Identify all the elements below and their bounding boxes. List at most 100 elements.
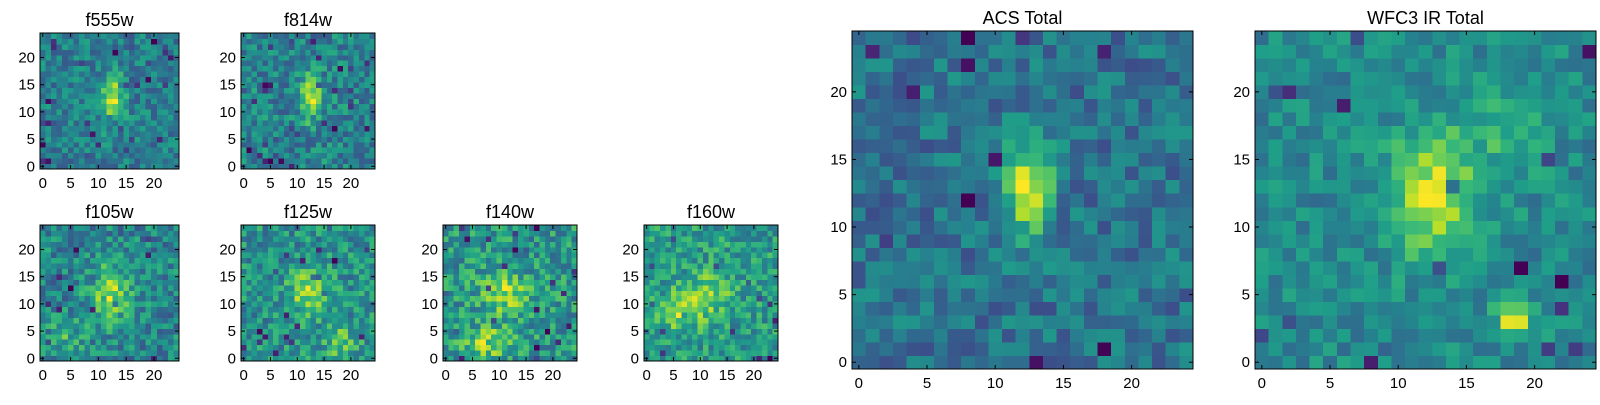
heatmap-cell	[934, 31, 948, 45]
heatmap-cell	[348, 66, 354, 72]
heatmap-cell	[273, 350, 279, 356]
heatmap-cell	[561, 241, 567, 247]
heatmap-cell	[459, 263, 465, 269]
heatmap-cell	[168, 225, 174, 231]
y-tick-label: 15	[622, 269, 639, 286]
heatmap-cell	[655, 317, 661, 323]
heatmap-cell	[79, 153, 85, 159]
heatmap-cell	[84, 252, 90, 258]
heatmap-cell	[1016, 193, 1030, 207]
heatmap-cell	[246, 317, 252, 323]
heatmap-cell	[692, 307, 698, 313]
heatmap-cell	[354, 263, 360, 269]
heatmap-cell	[311, 115, 317, 121]
heatmap-cell	[90, 323, 96, 329]
heatmap-cell	[529, 312, 535, 318]
heatmap-cell	[73, 115, 79, 121]
heatmap-cell	[879, 342, 893, 356]
heatmap-cell	[343, 236, 349, 242]
heatmap-cell	[57, 115, 63, 121]
heatmap-cell	[1405, 261, 1419, 275]
heatmap-cell	[257, 125, 263, 131]
heatmap-cell	[687, 269, 693, 275]
heatmap-cell	[1364, 166, 1378, 180]
heatmap-cell	[746, 328, 752, 334]
heatmap-cell	[988, 220, 1002, 234]
heatmap-cell	[649, 345, 655, 351]
heatmap-cell	[470, 334, 476, 340]
heatmap-cell	[337, 82, 343, 88]
heatmap-cell	[698, 285, 704, 291]
heatmap-cell	[51, 274, 57, 280]
heatmap-cell	[556, 307, 562, 313]
heatmap-cell	[475, 263, 481, 269]
heatmap-cell	[1350, 234, 1364, 248]
heatmap-cell	[714, 334, 720, 340]
heatmap-cell	[343, 274, 349, 280]
heatmap-cell	[1419, 328, 1433, 342]
heatmap-cell	[257, 269, 263, 275]
heatmap-cell	[364, 115, 370, 121]
heatmap-cell	[1084, 85, 1098, 99]
heatmap-cell	[655, 350, 661, 356]
heatmap-cell	[1432, 234, 1446, 248]
heatmap-cell	[140, 120, 146, 126]
heatmap-cell	[464, 263, 470, 269]
heatmap-cell	[1282, 288, 1296, 302]
heatmap-cell	[644, 241, 650, 247]
heatmap-cell	[79, 328, 85, 334]
heatmap-cell	[241, 38, 247, 44]
heatmap-cell	[316, 98, 322, 104]
heatmap-cell	[507, 230, 513, 236]
heatmap-cell	[348, 44, 354, 50]
heatmap-cell	[146, 252, 152, 258]
heatmap-cell	[289, 323, 295, 329]
heatmap-cell	[1432, 207, 1446, 221]
heatmap-cell	[1378, 207, 1392, 221]
heatmap-cell	[246, 136, 252, 142]
heatmap-cell	[273, 345, 279, 351]
heatmap-cell	[257, 93, 263, 99]
heatmap-cell	[1029, 166, 1043, 180]
heatmap-cell	[252, 125, 258, 131]
heatmap-cell	[988, 207, 1002, 221]
heatmap-cell	[481, 350, 487, 356]
heatmap-cell	[507, 252, 513, 258]
heatmap-cell	[257, 350, 263, 356]
heatmap-cell	[757, 350, 763, 356]
heatmap-cell	[486, 269, 492, 275]
heatmap-cell	[311, 241, 317, 247]
heatmap-cell	[730, 269, 736, 275]
heatmap-cell	[364, 82, 370, 88]
heatmap-cell	[107, 158, 113, 164]
heatmap-cell	[57, 252, 63, 258]
heatmap-cell	[735, 350, 741, 356]
heatmap-cell	[354, 339, 360, 345]
x-tick-label: 0	[39, 367, 47, 384]
heatmap-cell	[714, 350, 720, 356]
heatmap-cell	[364, 241, 370, 247]
heatmap-cell	[1084, 180, 1098, 194]
heatmap-cell	[893, 166, 907, 180]
heatmap-cell	[305, 104, 311, 110]
heatmap-cell	[295, 82, 301, 88]
heatmap-cell	[140, 55, 146, 61]
heatmap-cell	[321, 125, 327, 131]
heatmap-cell	[157, 82, 163, 88]
heatmap-cell	[529, 290, 535, 296]
heatmap-cell	[246, 279, 252, 285]
heatmap-cell	[556, 290, 562, 296]
heatmap-cell	[316, 334, 322, 340]
heatmap-cell	[1084, 153, 1098, 167]
heatmap-cell	[1043, 328, 1057, 342]
heatmap-cell	[295, 120, 301, 126]
heatmap-cell	[354, 269, 360, 275]
heatmap-cell	[321, 323, 327, 329]
heatmap-cell	[146, 323, 152, 329]
heatmap-cell	[73, 136, 79, 142]
heatmap-cell	[730, 296, 736, 302]
heatmap-cell	[118, 339, 124, 345]
heatmap-cell	[305, 339, 311, 345]
heatmap-cell	[907, 274, 921, 288]
heatmap-cell	[454, 230, 460, 236]
